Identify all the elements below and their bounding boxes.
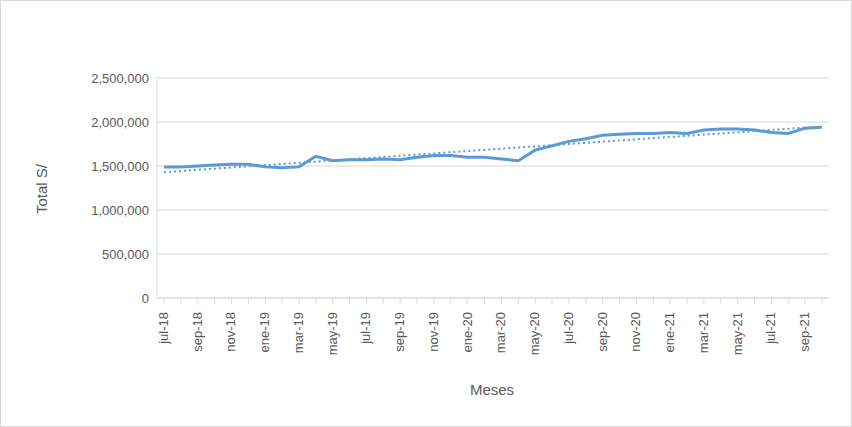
svg-text:sep-18: sep-18 — [190, 312, 205, 352]
svg-text:mar-19: mar-19 — [291, 312, 306, 353]
svg-text:1,500,000: 1,500,000 — [91, 159, 149, 174]
html-text:Total S/: Total S/ — [32, 164, 50, 214]
svg-text:0: 0 — [142, 291, 149, 306]
svg-text:sep-20: sep-20 — [595, 312, 610, 352]
svg-text:jul-18: jul-18 — [156, 312, 171, 345]
svg-text:mar-21: mar-21 — [696, 312, 711, 353]
svg-text:ene-21: ene-21 — [662, 312, 677, 352]
svg-text:jul-21: jul-21 — [763, 312, 778, 345]
svg-text:may-21: may-21 — [730, 312, 745, 355]
svg-text:sep-19: sep-19 — [392, 312, 407, 352]
svg-text:may-19: may-19 — [325, 312, 340, 355]
svg-text:jul-19: jul-19 — [358, 312, 373, 345]
svg-text:1,000,000: 1,000,000 — [91, 203, 149, 218]
svg-text:2,000,000: 2,000,000 — [91, 115, 149, 130]
svg-text:ene-19: ene-19 — [257, 312, 272, 352]
svg-text:nov-20: nov-20 — [628, 312, 643, 352]
svg-text:500,000: 500,000 — [102, 247, 149, 262]
html-text:Meses: Meses — [469, 380, 515, 398]
svg-text:jul-20: jul-20 — [561, 312, 576, 345]
svg-text:nov-19: nov-19 — [426, 312, 441, 352]
svg-text:ene-20: ene-20 — [460, 312, 475, 352]
svg-text:2,500,000: 2,500,000 — [91, 71, 149, 86]
svg-text:may-20: may-20 — [527, 312, 542, 355]
svg-text:mar-20: mar-20 — [493, 312, 508, 353]
svg-text:sep-21: sep-21 — [797, 312, 812, 352]
svg-text:nov-18: nov-18 — [223, 312, 238, 352]
